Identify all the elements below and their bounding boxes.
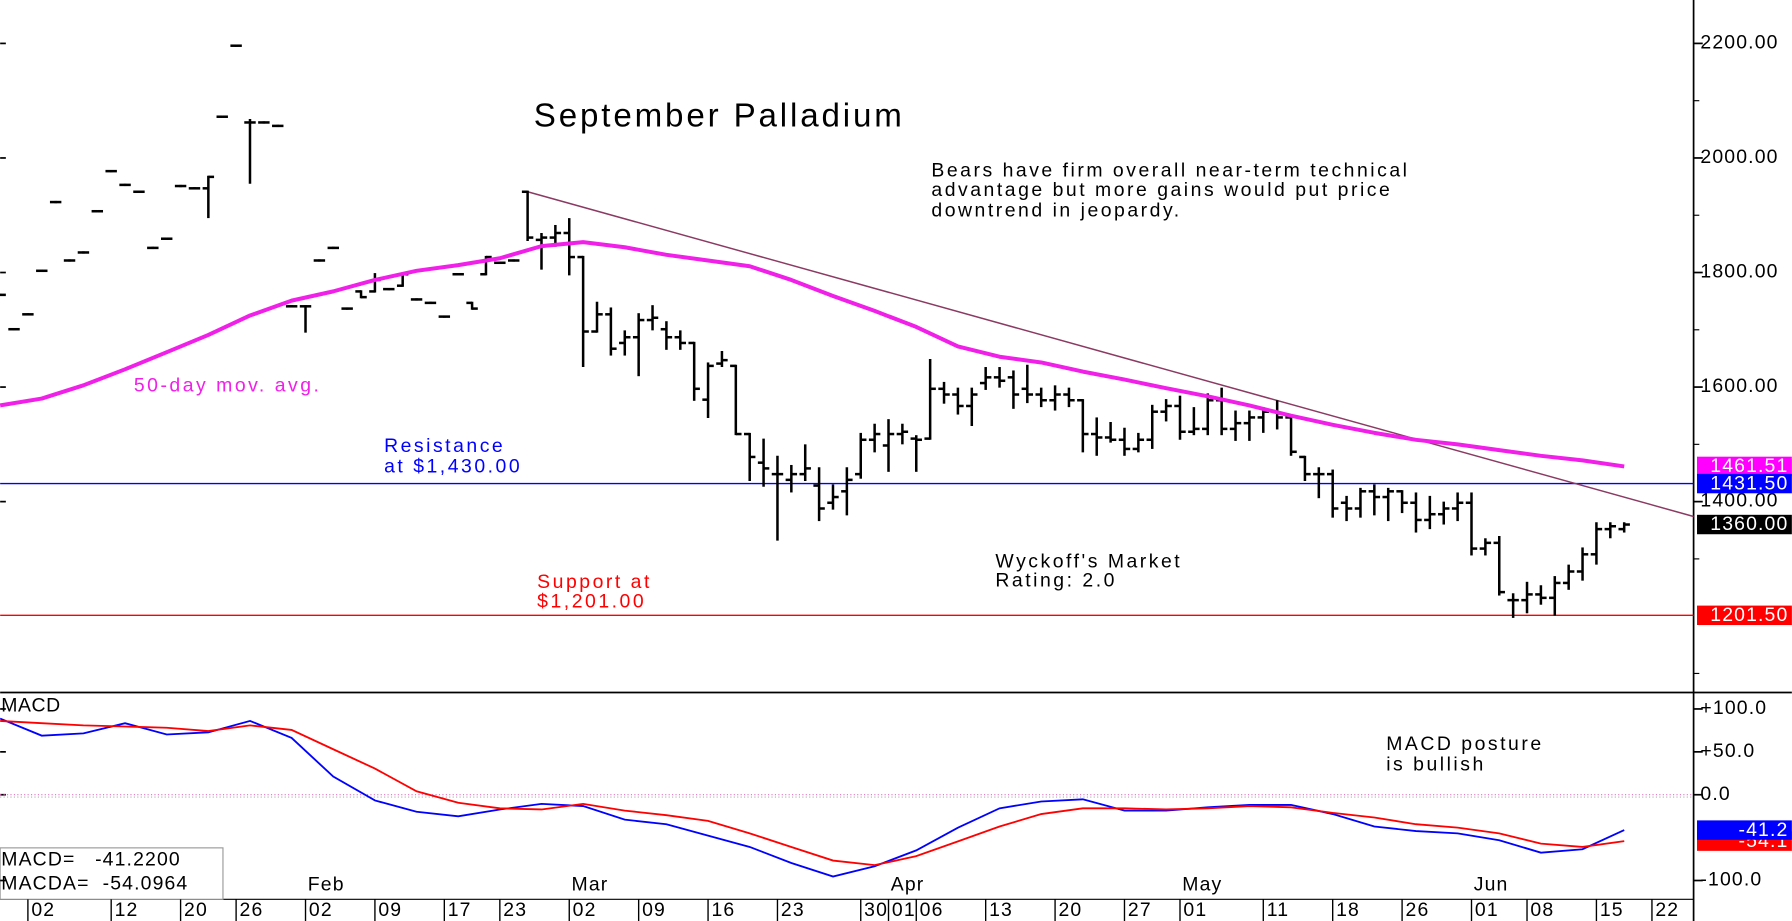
y-tick-label: 1400.00 (1700, 490, 1778, 512)
resistance-note: Resistance (384, 435, 505, 457)
trendline (527, 191, 1694, 518)
price-tag-label: 1431.50 (1710, 472, 1788, 494)
x-tick-label: 22 (1655, 899, 1679, 921)
annotations: September Palladium Bears have firm over… (1, 97, 1543, 895)
x-tick-label: 08 (1530, 899, 1554, 921)
x-tick-label: 27 (1128, 899, 1152, 921)
x-tick-label: 26 (1406, 899, 1430, 921)
price-tag-label: -41.2 (1738, 819, 1788, 841)
x-tick-label: 18 (1336, 899, 1360, 921)
price-tag-label: 1461.51 (1710, 455, 1788, 477)
y-tick-label: 2200.00 (1700, 32, 1778, 54)
x-tick-label: 01 (892, 899, 916, 921)
month-label: May (1182, 874, 1222, 896)
readout-box (0, 847, 224, 900)
price-tag (1697, 473, 1792, 494)
commentary: downtrend in jeopardy. (931, 200, 1181, 222)
price-tag (1697, 456, 1792, 477)
x-tick-label: 20 (1059, 899, 1083, 921)
x-tick-label: 23 (503, 899, 527, 921)
month-label: Mar (572, 874, 609, 896)
price-tag (1697, 514, 1792, 535)
macd-line (0, 720, 1625, 867)
macd-title: MACD (1, 694, 60, 716)
macd-commentary: MACD posture (1386, 733, 1543, 755)
month-label: Jun (1474, 874, 1509, 896)
price-tag (1697, 605, 1792, 626)
x-tick-label: 26 (240, 899, 264, 921)
x-tick-label: 20 (184, 899, 208, 921)
y-tick-label: 0.0 (1700, 783, 1730, 805)
x-tick-label: 01 (1183, 899, 1207, 921)
moving-average (0, 240, 1625, 469)
x-tick-label: 13 (989, 899, 1013, 921)
chart-title: September Palladium (534, 97, 905, 134)
x-tick-label: 15 (1600, 899, 1624, 921)
y-tick-label: 1800.00 (1700, 261, 1778, 283)
support-note: $1,201.00 (537, 590, 646, 612)
x-tick-label: 23 (781, 899, 805, 921)
y-tick-label: 2000.00 (1700, 146, 1778, 168)
x-tick-label: 01 (1475, 899, 1499, 921)
ma-label: 50-day mov. avg. (134, 374, 322, 396)
x-tick-label: 09 (642, 899, 666, 921)
plot-layer: 2200.00 2000.00 1800.00 1600.00 1400.00 1461.… (0, 32, 1792, 921)
support-note: Support at (537, 571, 652, 593)
x-tick-label: 02 (309, 899, 333, 921)
commentary: Bears have firm overall near-term techni… (931, 160, 1409, 182)
x-tick-label: 16 (711, 899, 735, 921)
resistance-note: at $1,430.00 (384, 455, 522, 477)
macd-commentary: is bullish (1386, 754, 1486, 776)
y-tick-label: -100.0 (1700, 869, 1762, 891)
x-tick-label: 06 (920, 899, 944, 921)
macd-line (0, 717, 1625, 878)
price-tag-label: 1201.50 (1710, 604, 1788, 626)
x-tick-label: 17 (448, 899, 472, 921)
commentary: advantage but more gains would put price (931, 179, 1392, 201)
month-label: Apr (891, 874, 925, 896)
y-tick-label: +50.0 (1700, 740, 1755, 762)
x-tick-label: 02 (31, 899, 55, 921)
y-tick-label: +100.0 (1700, 697, 1767, 719)
x-tick-label: 11 (1267, 899, 1289, 921)
x-tick-label: 02 (573, 899, 597, 921)
month-label: Feb (308, 874, 345, 896)
readout: MACD= -41.2200 (1, 849, 181, 871)
readout: MACDA= -54.0964 (1, 873, 188, 895)
price-tag-label: 1360.00 (1710, 513, 1788, 535)
rating-note: Rating: 2.0 (995, 570, 1117, 592)
x-tick-label: 30 (864, 899, 888, 921)
price-tag (1697, 820, 1792, 840)
x-tick-label: 09 (378, 899, 402, 921)
y-tick-label: 1600.00 (1700, 375, 1778, 397)
x-tick-label: 12 (115, 899, 139, 921)
rating-note: Wyckoff's Market (995, 550, 1182, 572)
